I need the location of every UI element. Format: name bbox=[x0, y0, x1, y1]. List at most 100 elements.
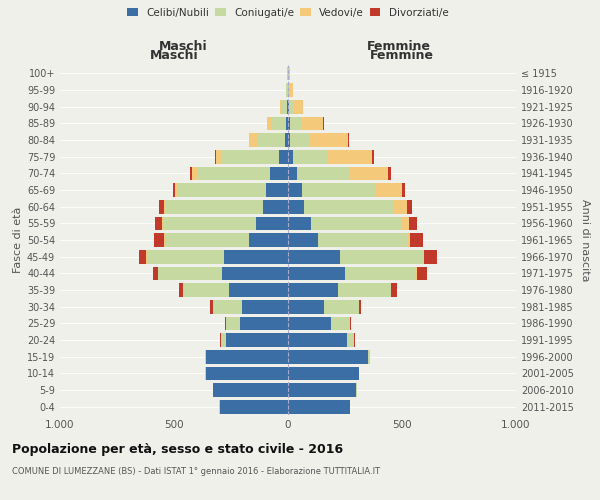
Bar bbox=[154, 233, 164, 247]
Bar bbox=[221, 333, 226, 347]
Bar bbox=[286, 83, 287, 97]
Bar bbox=[288, 383, 356, 397]
Bar bbox=[288, 183, 302, 197]
Bar bbox=[165, 200, 263, 213]
Bar bbox=[249, 133, 257, 147]
Bar bbox=[410, 233, 422, 247]
Bar bbox=[388, 166, 391, 180]
Bar bbox=[155, 216, 162, 230]
Bar bbox=[158, 266, 222, 280]
Bar bbox=[139, 250, 146, 264]
Y-axis label: Anni di nascita: Anni di nascita bbox=[580, 198, 590, 281]
Bar bbox=[325, 300, 359, 314]
Bar bbox=[290, 83, 293, 97]
Bar bbox=[256, 216, 288, 230]
Bar bbox=[317, 233, 407, 247]
Text: COMUNE DI LUMEZZANE (BS) - Dati ISTAT 1° gennaio 2016 - Elaborazione TUTTITALIA.: COMUNE DI LUMEZZANE (BS) - Dati ISTAT 1°… bbox=[12, 468, 380, 476]
Bar bbox=[288, 116, 290, 130]
Bar bbox=[165, 233, 249, 247]
Bar bbox=[289, 83, 290, 97]
Bar bbox=[293, 100, 303, 114]
Bar bbox=[288, 200, 304, 213]
Bar bbox=[308, 133, 349, 147]
Bar bbox=[266, 183, 288, 197]
Bar bbox=[288, 350, 368, 364]
Bar bbox=[272, 116, 286, 130]
Bar bbox=[178, 183, 266, 197]
Bar bbox=[424, 250, 437, 264]
Bar bbox=[287, 100, 288, 114]
Bar bbox=[302, 183, 374, 197]
Bar bbox=[288, 250, 340, 264]
Bar bbox=[297, 166, 350, 180]
Bar bbox=[213, 383, 288, 397]
Text: Maschi: Maschi bbox=[158, 40, 208, 52]
Bar bbox=[407, 200, 412, 213]
Bar bbox=[175, 183, 178, 197]
Bar bbox=[173, 183, 175, 197]
Bar bbox=[338, 283, 391, 297]
Bar bbox=[226, 316, 240, 330]
Bar bbox=[288, 233, 317, 247]
Bar bbox=[164, 200, 165, 213]
Bar bbox=[222, 150, 279, 164]
Bar bbox=[417, 266, 427, 280]
Bar bbox=[288, 150, 293, 164]
Bar bbox=[242, 300, 288, 314]
Bar bbox=[240, 316, 288, 330]
Bar bbox=[402, 183, 405, 197]
Bar bbox=[220, 400, 288, 413]
Bar bbox=[422, 250, 424, 264]
Text: Maschi: Maschi bbox=[149, 48, 199, 62]
Bar bbox=[284, 133, 288, 147]
Bar bbox=[279, 150, 288, 164]
Bar bbox=[350, 166, 388, 180]
Bar bbox=[288, 300, 325, 314]
Bar bbox=[213, 300, 242, 314]
Bar bbox=[270, 166, 288, 180]
Bar bbox=[288, 166, 297, 180]
Bar bbox=[283, 100, 287, 114]
Bar bbox=[192, 166, 197, 180]
Bar bbox=[368, 350, 370, 364]
Text: Femmine: Femmine bbox=[370, 48, 434, 62]
Bar bbox=[225, 316, 226, 330]
Bar bbox=[288, 333, 347, 347]
Text: Popolazione per età, sesso e stato civile - 2016: Popolazione per età, sesso e stato civil… bbox=[12, 442, 343, 456]
Bar bbox=[153, 266, 158, 280]
Bar bbox=[197, 166, 270, 180]
Bar bbox=[409, 216, 417, 230]
Bar bbox=[327, 150, 373, 164]
Bar bbox=[224, 250, 288, 264]
Bar bbox=[374, 183, 402, 197]
Bar bbox=[288, 366, 359, 380]
Bar bbox=[288, 316, 331, 330]
Bar bbox=[290, 116, 301, 130]
Bar bbox=[391, 283, 397, 297]
Bar bbox=[229, 283, 288, 297]
Legend: Celibi/Nubili, Coniugati/e, Vedovi/e, Divorziati/e: Celibi/Nubili, Coniugati/e, Vedovi/e, Di… bbox=[127, 8, 449, 18]
Bar bbox=[393, 200, 407, 213]
Bar bbox=[190, 166, 192, 180]
Bar bbox=[347, 333, 354, 347]
Bar bbox=[159, 200, 164, 213]
Bar bbox=[288, 266, 345, 280]
Bar bbox=[407, 233, 410, 247]
Text: Femmine: Femmine bbox=[367, 40, 431, 52]
Bar bbox=[359, 300, 361, 314]
Bar bbox=[402, 216, 409, 230]
Bar bbox=[249, 233, 288, 247]
Bar bbox=[257, 133, 284, 147]
Bar bbox=[293, 150, 327, 164]
Bar bbox=[206, 350, 288, 364]
Bar bbox=[280, 100, 283, 114]
Bar bbox=[183, 283, 229, 297]
Bar bbox=[304, 200, 393, 213]
Bar bbox=[210, 300, 212, 314]
Bar bbox=[286, 116, 288, 130]
Bar bbox=[311, 216, 402, 230]
Bar bbox=[301, 116, 323, 130]
Bar bbox=[288, 216, 311, 230]
Bar bbox=[350, 316, 351, 330]
Bar bbox=[226, 333, 288, 347]
